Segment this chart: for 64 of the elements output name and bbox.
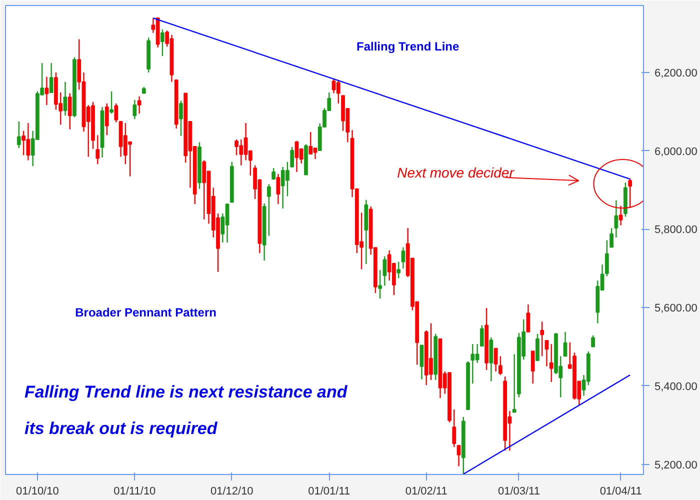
x-tick-label: 01/03/11 bbox=[498, 486, 540, 498]
candlestick bbox=[382, 256, 387, 286]
candlestick bbox=[132, 99, 137, 120]
y-tick-label: 6,200.00 bbox=[654, 68, 698, 80]
annotation: Broader Pennant Pattern bbox=[75, 306, 216, 320]
candlestick bbox=[396, 261, 401, 279]
candlestick bbox=[610, 227, 614, 248]
candlestick bbox=[290, 146, 294, 168]
candlestick bbox=[16, 120, 21, 149]
annotation: its break out is required bbox=[24, 418, 218, 438]
candlestick bbox=[114, 102, 118, 123]
x-tick-label: 01/04/11 bbox=[600, 486, 642, 498]
candlestick bbox=[489, 336, 494, 382]
candlestick bbox=[530, 350, 535, 384]
candlestick bbox=[591, 334, 595, 348]
candlestick bbox=[49, 62, 54, 94]
x-tick-label: 01/10/10 bbox=[16, 486, 59, 498]
y-tick-label: 5,800.00 bbox=[654, 224, 698, 236]
candlestick bbox=[68, 92, 72, 130]
candlestick bbox=[401, 246, 406, 270]
candlestick bbox=[104, 102, 109, 136]
candlestick bbox=[549, 343, 554, 383]
annotation: Falling Trend line is next resistance and bbox=[24, 382, 348, 402]
candlestick bbox=[563, 331, 568, 357]
x-tick-label: 01/01/11 bbox=[308, 486, 350, 498]
candlestick bbox=[494, 348, 498, 372]
candlestick bbox=[179, 100, 183, 137]
candlestick bbox=[63, 81, 68, 116]
candlestick bbox=[267, 184, 271, 236]
candlestick bbox=[470, 343, 475, 384]
annotation: Falling Trend Line bbox=[356, 40, 460, 54]
candlestick bbox=[44, 76, 49, 106]
candlestick bbox=[604, 240, 609, 277]
candlestick bbox=[526, 304, 530, 332]
candlestick bbox=[614, 200, 618, 238]
candlestick bbox=[378, 269, 382, 300]
y-tick-label: 5,400.00 bbox=[654, 380, 698, 393]
annotation: Next move decider bbox=[397, 164, 516, 180]
y-tick-label: 5,600.00 bbox=[654, 302, 698, 315]
candlestick bbox=[272, 168, 276, 180]
candlestick bbox=[540, 321, 544, 357]
y-tick-label: 5,200.00 bbox=[654, 459, 698, 472]
candlestick bbox=[336, 79, 340, 104]
candlestick bbox=[110, 90, 114, 114]
candlestick bbox=[96, 134, 100, 165]
candlestick bbox=[276, 173, 280, 205]
candlestick bbox=[202, 160, 206, 220]
candlestick bbox=[628, 178, 632, 209]
x-tick-label: 01/12/10 bbox=[210, 486, 254, 498]
y-tick-label: 6,000.00 bbox=[654, 146, 698, 158]
x-tick-label: 01/11/10 bbox=[114, 486, 156, 498]
candlestick bbox=[536, 333, 540, 362]
candlestick bbox=[498, 356, 502, 376]
candlestick bbox=[420, 344, 424, 380]
candlestick bbox=[308, 131, 313, 155]
candlestick bbox=[544, 340, 549, 367]
candlestick bbox=[160, 28, 164, 57]
candlestick bbox=[452, 408, 456, 448]
candlestick bbox=[618, 205, 623, 226]
x-tick-label: 01/02/11 bbox=[405, 486, 448, 498]
candlestick bbox=[137, 96, 142, 114]
candlestick bbox=[456, 444, 461, 467]
candlestick bbox=[480, 324, 484, 347]
candlestick bbox=[512, 354, 516, 413]
